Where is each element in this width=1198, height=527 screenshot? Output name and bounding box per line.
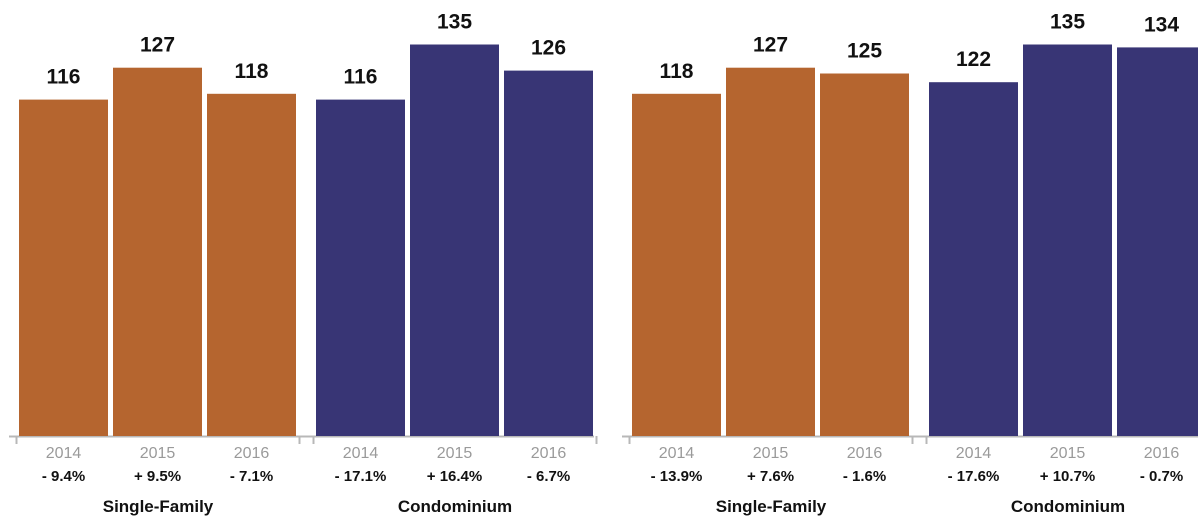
group-label: Single-Family [716,497,827,516]
percent-change-label: - 13.9% [651,468,703,485]
bar-value-label: 135 [1050,11,1085,34]
bar-value-label: 126 [531,37,566,60]
bar-value-label: 127 [753,34,788,57]
x-tick-label: 2014 [956,445,992,462]
bar-value-label: 116 [47,66,81,89]
bar-value-label: 122 [956,48,991,71]
percent-change-label: - 7.1% [230,468,273,485]
bar-value-label: 118 [660,60,694,83]
x-tick-label: 2014 [343,445,379,462]
x-tick-label: 2014 [659,445,695,462]
percent-change-label: + 16.4% [427,468,482,485]
bar-single-family-2016 [207,93,296,437]
bar-condominium-2016 [1117,47,1198,437]
bar-condominium-2014 [929,82,1018,436]
bar-condominium-2016 [504,70,593,436]
bar-value-label: 116 [344,66,378,89]
bar-value-label: 125 [847,40,882,63]
bar-single-family-2015 [113,67,202,436]
percent-change-label: - 17.1% [335,468,387,485]
bar-single-family-2015 [726,67,815,436]
bar-single-family-2014 [632,93,721,437]
percent-change-label: + 10.7% [1040,468,1095,485]
x-tick-label: 2016 [234,445,270,462]
x-tick-label: 2016 [847,445,883,462]
percent-change-label: - 1.6% [843,468,886,485]
bar-condominium-2014 [316,99,405,436]
bar-value-label: 118 [235,60,269,83]
bar-value-label: 127 [140,34,175,57]
x-tick-label: 2014 [46,445,82,462]
percent-change-label: + 7.6% [747,468,794,485]
bar-value-label: 135 [437,11,472,34]
percent-change-label: - 6.7% [527,468,570,485]
group-label: Single-Family [103,497,214,516]
x-tick-label: 2015 [140,445,176,462]
percent-change-label: + 9.5% [134,468,181,485]
x-tick-label: 2016 [1144,445,1180,462]
x-tick-label: 2015 [1050,445,1086,462]
bar-value-label: 134 [1144,13,1179,36]
bar-condominium-2015 [410,44,499,436]
x-tick-label: 2016 [531,445,567,462]
percent-change-label: - 17.6% [948,468,1000,485]
bar-condominium-2015 [1023,44,1112,436]
x-tick-label: 2015 [753,445,789,462]
group-label: Condominium [1011,497,1125,516]
x-tick-label: 2015 [437,445,473,462]
bar-single-family-2016 [820,73,909,436]
percent-change-label: - 9.4% [42,468,85,485]
group-label: Condominium [398,497,512,516]
percent-change-label: - 0.7% [1140,468,1183,485]
bar-single-family-2014 [19,99,108,436]
